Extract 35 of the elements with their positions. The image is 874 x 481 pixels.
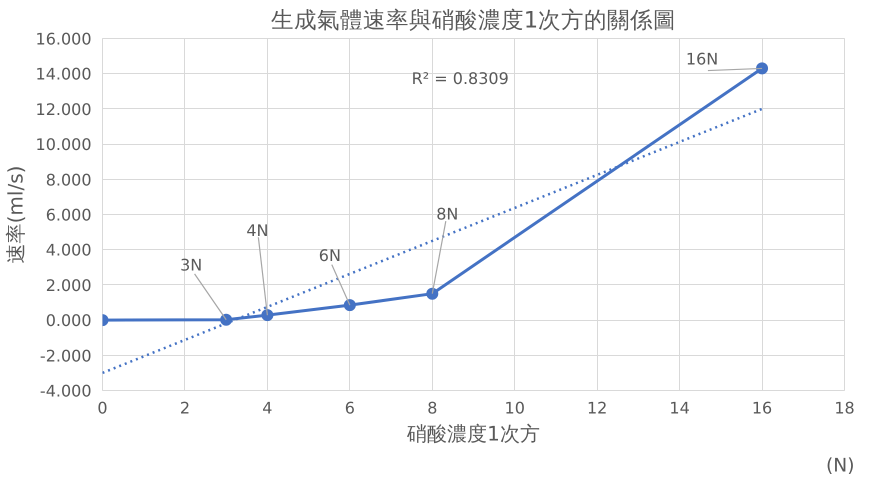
y-tick-label: 14.000 [36,64,92,84]
y-tick-label: -4.000 [40,382,92,400]
y-tick-label: 12.000 [36,100,92,119]
annotation: 8N [436,204,458,224]
x-tick-label: 12 [586,398,608,418]
y-axis-title: 速率(ml/s) [4,166,28,264]
point [344,299,356,312]
annotation: 6N [318,246,341,266]
chart-title: 生成氣體速率與硝酸濃度1次方的關係圖 [270,8,676,34]
x-tick-label: 16 [752,398,772,418]
x-tick-label: 8 [427,398,438,418]
y-tick-label: 8.000 [46,170,92,190]
x-tick-label: 2 [180,398,190,418]
y-tick-label: 6.000 [46,206,92,224]
y-tick-label: -2.000 [40,346,92,366]
point [756,62,768,74]
x-tick-label: 0 [97,398,108,418]
x-tick-label: 18 [834,398,855,418]
y-tick-label: 10.000 [36,135,92,154]
x-tick-label: 4 [262,398,272,418]
x-tick-label: 14 [669,398,690,418]
y-tick-label: 2.000 [46,276,92,295]
point [261,309,274,322]
text: (N) [826,456,855,476]
y-tick-label: 0.000 [46,311,92,330]
annotation: 4N [246,221,268,240]
y-tick-label: 4.000 [46,240,92,260]
x-tick-label: 6 [344,398,355,418]
point [426,288,438,300]
x-axis-title: 硝酸濃度1次方 [406,422,540,446]
annotation: R² = 0.8309 [412,68,509,88]
annotation: 3N [180,256,202,275]
y-tick-label: 16.000 [36,30,92,48]
x-tick-label: 10 [504,398,525,418]
annotation: 16N [686,49,718,68]
